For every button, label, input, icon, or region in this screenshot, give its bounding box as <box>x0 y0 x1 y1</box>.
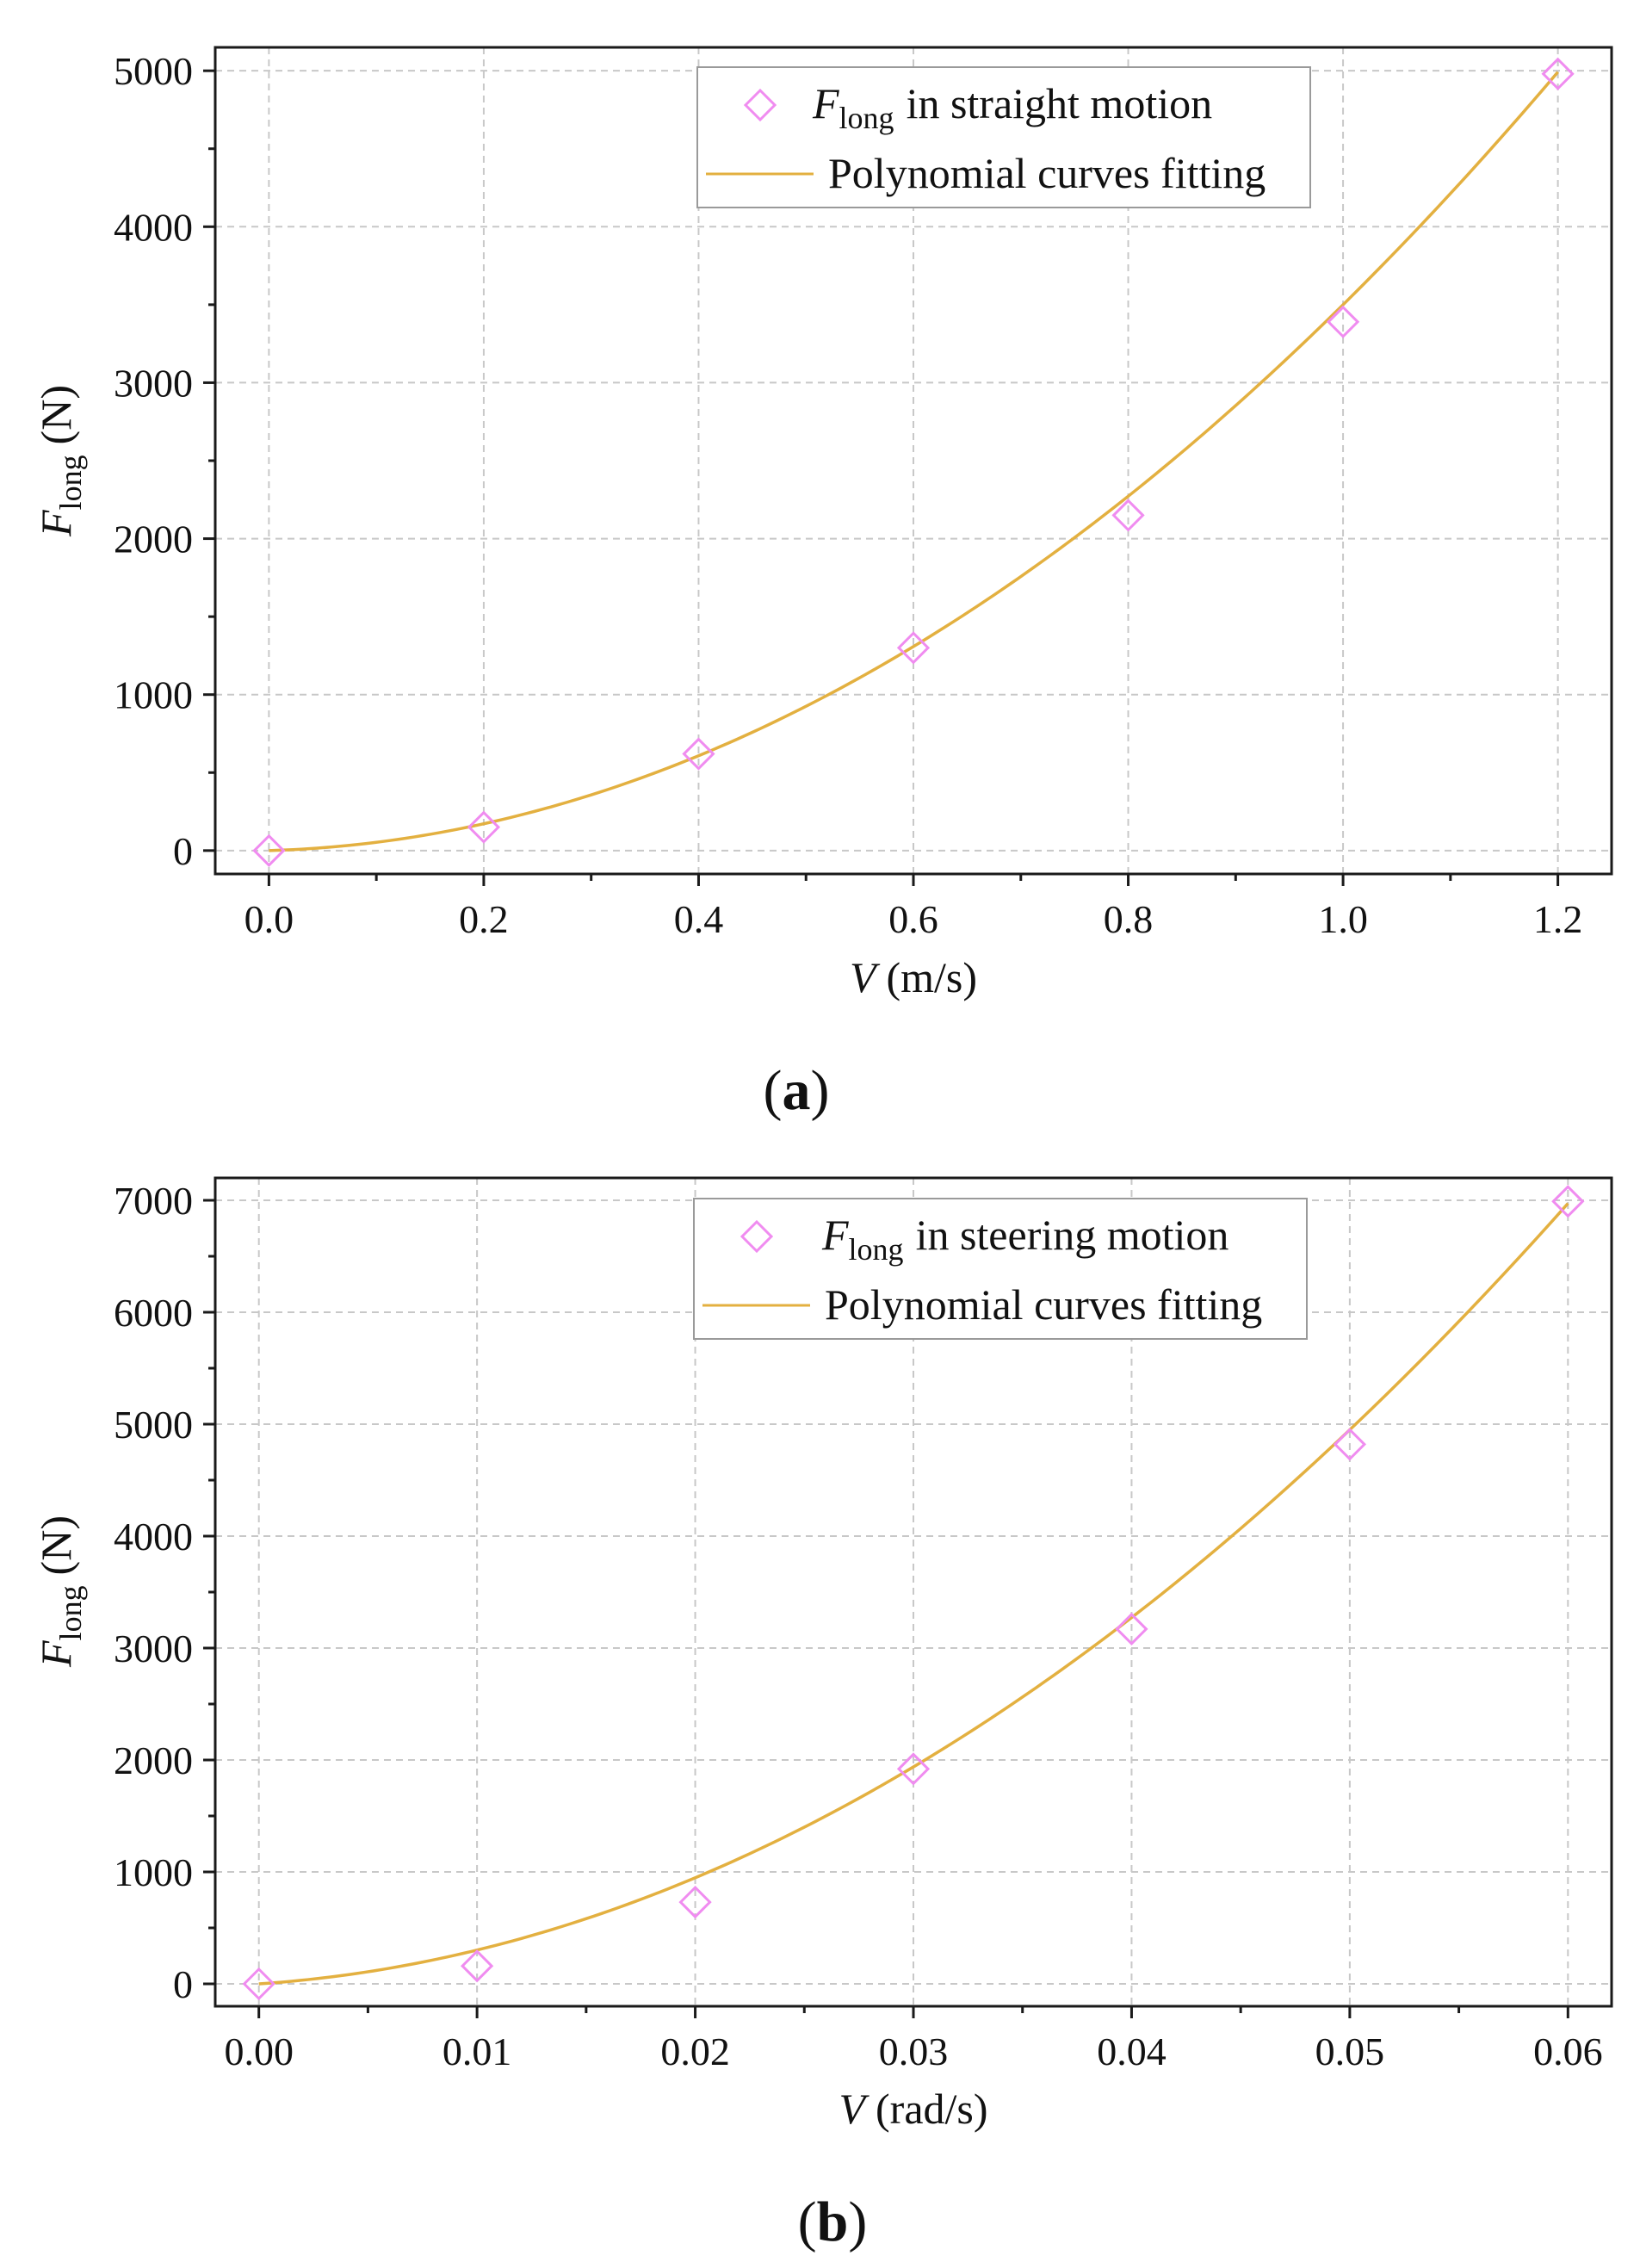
y-tick-labels-a: 0 1000 2000 3000 4000 5000 <box>114 49 193 873</box>
fit-curve-a <box>269 71 1559 852</box>
y-tick-label-b: 5000 <box>114 1403 193 1447</box>
legend-symbol-a: F <box>812 79 839 127</box>
data-point-b <box>678 1885 712 1919</box>
data-point-a <box>1326 305 1360 338</box>
data-point-a <box>252 833 286 867</box>
y-tick-label-a: 1000 <box>114 673 193 717</box>
legend-marker-diamond-b <box>740 1219 774 1254</box>
panel-letter-b: b <box>817 2191 849 2253</box>
panel-paren-open-b: ( <box>798 2191 817 2253</box>
y-axis-subscript-a: long <box>53 455 88 510</box>
legend-box-b <box>693 1198 1308 1340</box>
data-point-a <box>1541 57 1575 90</box>
x-tick-label-b: 0.06 <box>1533 2029 1603 2073</box>
data-point-b <box>1333 1428 1367 1461</box>
x-tick-label-a: 0.6 <box>888 897 938 941</box>
legend-entry-line-b: Polynomial curves fitting <box>825 1280 1262 1329</box>
x-tick-label-a: 0.0 <box>244 897 294 941</box>
y-axis-unit-b: (N) <box>32 1515 80 1575</box>
y-tick-label-b: 1000 <box>114 1850 193 1894</box>
y-tick-label-a: 2000 <box>114 517 193 561</box>
data-point-a <box>896 631 931 665</box>
x-axis-symbol-a: V <box>850 953 881 1001</box>
legend-b: Flong in steering motion Polynomial curve… <box>693 1198 1308 1340</box>
x-tick-label-b: 0.03 <box>879 2029 949 2073</box>
y-axis-symbol-a: F <box>32 510 80 537</box>
y-tick-label-a: 3000 <box>114 361 193 405</box>
legend-entry-markers-b: Flong in steering motion <box>821 1211 1228 1267</box>
x-axis-symbol-b: V <box>839 2085 870 2133</box>
y-axis-symbol-b: F <box>32 1640 80 1668</box>
y-axis-subscript-b: long <box>53 1585 88 1640</box>
legend-subscript-b: long <box>849 1232 904 1267</box>
y-tick-labels-b: 0 1000 2000 3000 4000 5000 6000 7000 <box>114 1179 193 2006</box>
legend-marker-diamond-a <box>743 88 777 122</box>
legend-a: Flong in straight motion Polynomial curve… <box>696 66 1311 208</box>
data-point-a <box>682 737 715 771</box>
chart-panel-b: 0.00 0.01 0.02 0.03 0.04 0.05 0.06 0 1000 2000 30… <box>32 1176 1613 2253</box>
x-tick-label-a: 1.0 <box>1318 897 1368 941</box>
x-tick-label-a: 0.8 <box>1104 897 1154 941</box>
legend-rest-a: in straight motion <box>907 79 1213 127</box>
panel-label-b: (b) <box>798 2191 868 2253</box>
y-tick-label-a: 5000 <box>114 49 193 93</box>
y-tick-label-a: 0 <box>173 829 193 873</box>
x-tick-labels-a: 0.0 0.2 0.4 0.6 0.8 1.0 1.2 <box>244 897 1583 941</box>
x-tick-label-b: 0.02 <box>660 2029 730 2073</box>
x-axis-unit-a: (m/s) <box>887 953 978 1001</box>
legend-symbol-b: F <box>821 1211 849 1259</box>
x-axis-label-a: V (m/s) <box>850 953 977 1001</box>
legend-entry-line-a: Polynomial curves fitting <box>828 149 1266 197</box>
y-tick-label-b: 7000 <box>114 1179 193 1223</box>
x-axis-unit-b: (rad/s) <box>876 2085 988 2133</box>
x-tick-label-b: 0.00 <box>224 2029 294 2073</box>
data-point-a <box>1111 499 1145 532</box>
x-tick-label-a: 1.2 <box>1533 897 1583 941</box>
panel-paren-open-a: ( <box>764 1059 783 1122</box>
chart-panel-a: 0.0 0.2 0.4 0.6 0.8 1.0 1.2 0 1000 2000 3000 4000 5… <box>32 46 1613 1122</box>
ticks-a <box>203 69 1560 886</box>
legend-entry-markers-a: Flong in straight motion <box>812 79 1212 135</box>
x-tick-label-a: 0.4 <box>674 897 724 941</box>
data-point-b <box>1551 1185 1585 1218</box>
fit-curve-group-a <box>269 71 1559 852</box>
legend-subscript-a: long <box>839 101 894 135</box>
data-point-a <box>467 810 501 844</box>
data-point-b <box>896 1752 931 1786</box>
legend-rest-b: in steering motion <box>916 1211 1229 1259</box>
panel-paren-close-b: ) <box>848 2191 867 2253</box>
x-tick-label-b: 0.04 <box>1097 2029 1167 2073</box>
data-point-b <box>242 1967 275 2001</box>
panel-paren-close-a: ) <box>811 1059 830 1122</box>
data-point-b <box>461 1949 494 1983</box>
y-tick-label-b: 4000 <box>114 1515 193 1558</box>
y-tick-label-a: 4000 <box>114 205 193 249</box>
y-axis-unit-a: (N) <box>32 385 80 444</box>
y-tick-label-b: 6000 <box>114 1291 193 1335</box>
panel-letter-a: a <box>783 1059 811 1122</box>
x-tick-label-b: 0.05 <box>1315 2029 1385 2073</box>
panel-label-a: (a) <box>764 1059 830 1122</box>
y-tick-label-b: 3000 <box>114 1627 193 1670</box>
legend-box-a <box>696 66 1311 208</box>
x-tick-label-a: 0.2 <box>459 897 509 941</box>
x-tick-labels-b: 0.00 0.01 0.02 0.03 0.04 0.05 0.06 <box>224 2029 1602 2073</box>
y-axis-label-a: Flong (N) <box>32 385 88 537</box>
y-axis-label-b: Flong (N) <box>32 1515 88 1668</box>
markers-group-b <box>242 1185 1585 2001</box>
x-tick-label-b: 0.01 <box>442 2029 512 2073</box>
x-axis-label-b: V (rad/s) <box>839 2085 987 2133</box>
markers-group-a <box>252 57 1575 867</box>
grid-b <box>215 1178 1612 2006</box>
y-tick-label-b: 2000 <box>114 1738 193 1782</box>
data-point-b <box>1115 1612 1148 1646</box>
ticks-b <box>203 1199 1569 2018</box>
y-tick-label-b: 0 <box>173 1962 193 2006</box>
